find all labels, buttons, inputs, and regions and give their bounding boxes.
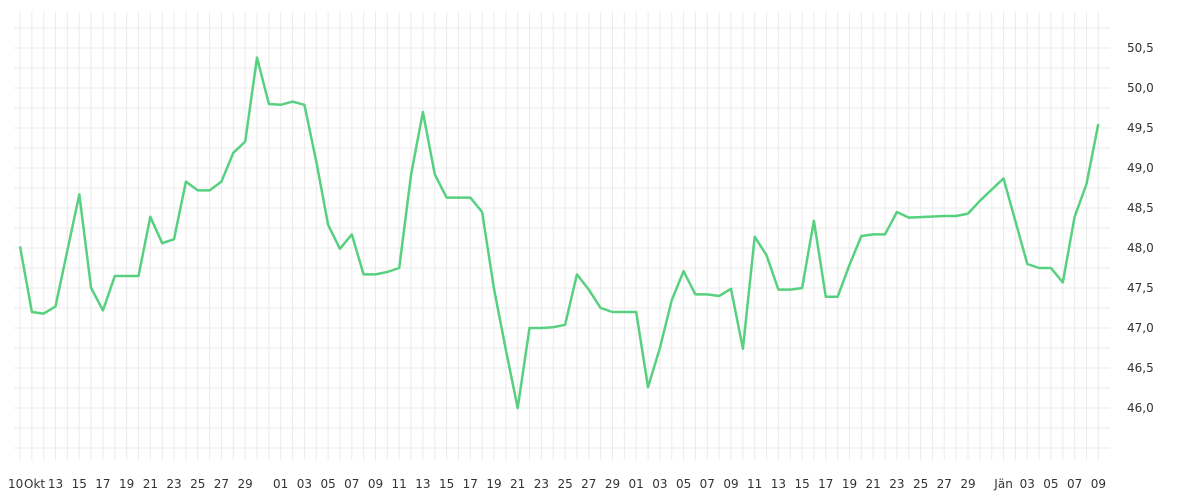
x-tick-label: 05 [676, 477, 691, 491]
y-tick-label: 47,5 [1127, 281, 1154, 295]
x-tick-label: Jän [993, 477, 1013, 491]
x-tick-label: 11 [747, 477, 762, 491]
x-tick-label: 21 [143, 477, 158, 491]
x-tick-label: 17 [95, 477, 110, 491]
x-tick-label: 15 [794, 477, 809, 491]
x-tick-label: 29 [238, 477, 253, 491]
x-tick-label: 27 [581, 477, 596, 491]
x-tick-label: 09 [368, 477, 383, 491]
x-tick-label: 09 [723, 477, 738, 491]
x-tick-label: 13 [771, 477, 786, 491]
x-tick-label: 03 [297, 477, 312, 491]
y-tick-label: 48,5 [1127, 201, 1154, 215]
y-tick-label: 50,0 [1127, 81, 1154, 95]
y-tick-label: 49,0 [1127, 161, 1154, 175]
horizontal-grid [14, 27, 1110, 449]
x-tick-label: 21 [866, 477, 881, 491]
y-tick-label: 47,0 [1127, 321, 1154, 335]
x-tick-label: 05 [320, 477, 335, 491]
x-tick-label: 17 [818, 477, 833, 491]
x-tick-label: 15 [72, 477, 87, 491]
y-tick-label: 49,5 [1127, 121, 1154, 135]
x-tick-label: 21 [510, 477, 525, 491]
y-tick-label: 50,5 [1127, 41, 1154, 55]
x-tick-label: 23 [166, 477, 181, 491]
x-tick-label: 15 [439, 477, 454, 491]
x-tick-label: 29 [960, 477, 975, 491]
x-tick-label: 23 [534, 477, 549, 491]
x-tick-label: 07 [1067, 477, 1082, 491]
x-tick-label: 25 [557, 477, 572, 491]
x-tick-label: Okt [24, 477, 45, 491]
x-tick-label: 23 [889, 477, 904, 491]
x-tick-label: 27 [214, 477, 229, 491]
x-tick-label: 03 [652, 477, 667, 491]
x-axis-ticks: 10 Okt 13 15 17 19 21 23 25 27 29 01 03 05 07 09 11 13 15 1… [8, 477, 1106, 491]
x-tick-label: 17 [463, 477, 478, 491]
x-tick-label: 10 [8, 477, 23, 491]
x-tick-label: 03 [1020, 477, 1035, 491]
x-tick-label: 19 [486, 477, 501, 491]
x-tick-label: 13 [48, 477, 63, 491]
x-tick-label: 07 [344, 477, 359, 491]
x-tick-label: 19 [119, 477, 134, 491]
x-tick-label: 25 [190, 477, 205, 491]
x-tick-label: 27 [937, 477, 952, 491]
series-line [18, 56, 1100, 410]
x-tick-label: 01 [273, 477, 288, 491]
x-tick-label: 01 [629, 477, 644, 491]
y-tick-label: 48,0 [1127, 241, 1154, 255]
y-tick-label: 46,0 [1127, 401, 1154, 415]
y-tick-label: 46,5 [1127, 361, 1154, 375]
x-tick-label: 19 [842, 477, 857, 491]
x-tick-label: 29 [605, 477, 620, 491]
x-tick-label: 25 [913, 477, 928, 491]
x-tick-label: 09 [1091, 477, 1106, 491]
x-tick-label: 07 [700, 477, 715, 491]
x-tick-label: 13 [415, 477, 430, 491]
x-tick-label: 05 [1043, 477, 1058, 491]
x-tick-label: 11 [392, 477, 407, 491]
vertical-grid [19, 12, 1099, 460]
y-axis-ticks: 46,0 46,5 47,0 47,5 48,0 48,5 49,0 49,5 50,0 50,5 [1127, 41, 1154, 415]
